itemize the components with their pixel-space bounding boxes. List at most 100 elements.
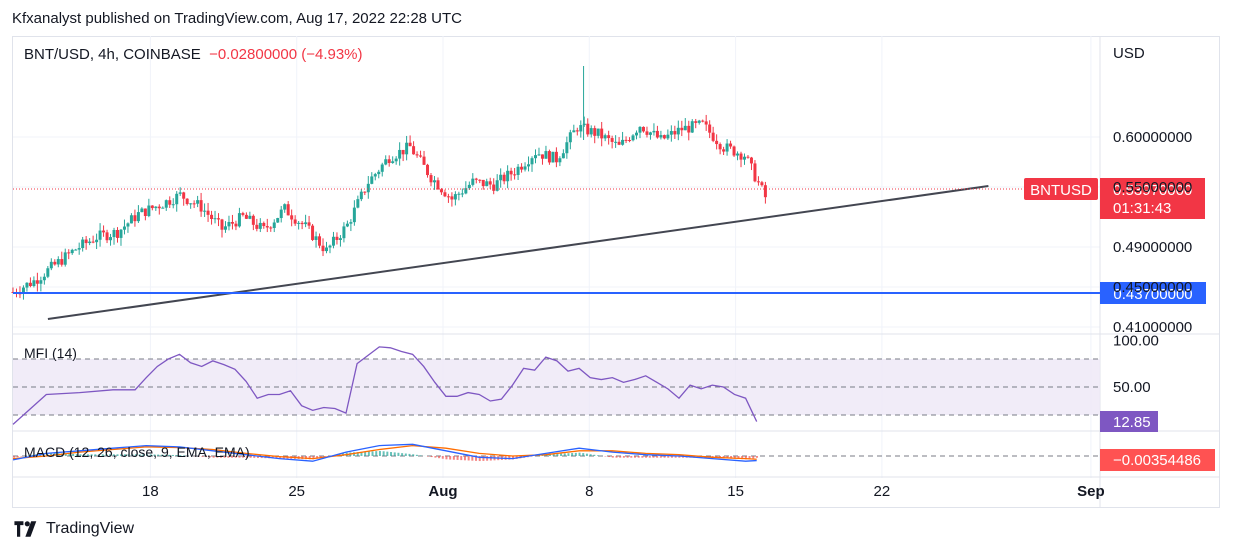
macd-histogram-bar: [249, 456, 252, 458]
candle-body: [210, 214, 214, 220]
mfi-tick-label: 50.00: [1113, 379, 1151, 396]
candle-body: [753, 163, 757, 182]
macd-histogram-bar: [238, 456, 241, 458]
candle-body: [732, 146, 736, 156]
candle-body: [387, 159, 391, 163]
macd-histogram-bar: [412, 454, 415, 456]
time-tick-label: 18: [142, 483, 159, 500]
macd-histogram-bar: [160, 454, 163, 456]
candle-body: [230, 221, 234, 224]
macd-histogram-bar: [208, 456, 211, 458]
candle-body: [460, 193, 464, 195]
candle-body: [436, 180, 440, 190]
macd-histogram-bar: [201, 456, 204, 457]
macd-histogram-bar: [467, 456, 470, 461]
macd-histogram-bar: [730, 456, 733, 459]
macd-histogram-bar: [452, 456, 455, 460]
macd-label: MACD (12, 26, close, 9, EMA, EMA): [24, 444, 250, 460]
footer-brand[interactable]: TradingView: [12, 520, 134, 538]
candle-body: [391, 161, 395, 163]
candle-body: [687, 125, 691, 133]
candle-body: [373, 174, 377, 177]
macd-histogram-bar: [68, 453, 71, 456]
candle-body: [711, 132, 715, 141]
candle-body: [157, 206, 161, 209]
candle-body: [182, 192, 186, 199]
candle-body: [537, 154, 541, 156]
candle-body: [203, 210, 207, 212]
macd-histogram-bar: [171, 454, 174, 456]
candle-body: [690, 121, 694, 133]
macd-histogram-bar: [571, 453, 574, 456]
candle-body: [763, 185, 767, 198]
macd-histogram-bar: [116, 454, 119, 456]
candle-body: [527, 164, 531, 167]
candle-body: [572, 130, 576, 133]
candle-body: [520, 166, 524, 170]
macd-histogram-bar: [319, 456, 322, 458]
candle-body: [551, 151, 555, 163]
candle-body: [279, 209, 283, 219]
macd-histogram-bar: [219, 456, 222, 458]
macd-histogram-bar: [142, 454, 145, 456]
candle-body: [697, 120, 701, 123]
candle-body: [314, 236, 318, 240]
macd-histogram-bar: [49, 452, 52, 456]
candle-body: [363, 191, 367, 193]
macd-histogram-bar: [397, 452, 400, 456]
candle-body: [325, 247, 328, 252]
macd-histogram-bar: [175, 455, 178, 456]
candle-body: [617, 141, 621, 145]
macd-histogram-bar: [234, 456, 237, 458]
macd-histogram-bar: [648, 456, 651, 458]
candle-body: [377, 171, 381, 175]
macd-signal-line: [12, 444, 757, 460]
candle-body: [161, 207, 165, 209]
time-tick-label: 22: [874, 483, 891, 500]
candle-body: [614, 141, 618, 143]
macd-histogram-bar: [404, 453, 407, 456]
macd-line: [12, 443, 757, 462]
macd-histogram-bar: [98, 454, 101, 456]
trendline: [47, 185, 989, 320]
candle-body: [429, 175, 433, 183]
macd-histogram-bar: [637, 456, 640, 458]
candle-body: [756, 181, 760, 183]
macd-histogram-bar: [619, 456, 622, 458]
candle-body: [168, 200, 172, 205]
macd-histogram-bar: [475, 456, 478, 461]
macd-histogram-bar: [105, 454, 108, 456]
macd-histogram-bar: [737, 456, 740, 459]
macd-histogram-bar: [744, 456, 747, 460]
candle-body: [300, 222, 304, 225]
chart-frame: [12, 36, 1220, 508]
macd-histogram-bar: [382, 451, 385, 456]
candle-body: [506, 170, 510, 182]
candle-body: [635, 132, 639, 136]
candle-body: [321, 245, 325, 252]
candle-body: [220, 219, 224, 230]
candle-body: [659, 135, 663, 138]
candle-body: [192, 203, 196, 205]
macd-histogram-bar: [430, 456, 433, 458]
candle-body: [328, 245, 332, 248]
macd-histogram-bar: [733, 456, 736, 459]
candle-body: [419, 155, 423, 157]
candle-body: [516, 166, 520, 175]
macd-histogram-bar: [157, 454, 160, 456]
candle-body: [91, 241, 95, 243]
candle-body: [67, 252, 71, 254]
price-tick-label: 0.55000000: [1113, 179, 1192, 196]
candle-body: [199, 200, 203, 212]
candle-body: [28, 282, 32, 287]
candle-body: [304, 222, 308, 225]
candle-body: [446, 196, 450, 198]
candle-body: [293, 219, 297, 224]
candle-body: [290, 215, 294, 220]
candle-body: [60, 259, 64, 265]
candle-body: [628, 140, 632, 142]
candle-body: [631, 135, 635, 141]
macd-histogram-bar: [393, 452, 396, 456]
mfi-value-tag: [1100, 411, 1158, 432]
